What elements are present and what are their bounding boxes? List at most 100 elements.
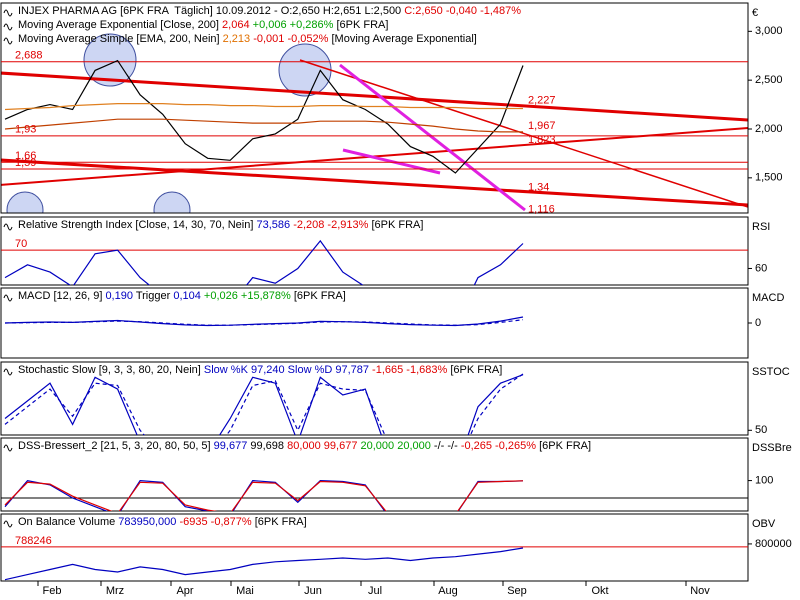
legend-segment: [6PK FRA] [447, 364, 502, 376]
x-tick-label: Apr [176, 585, 193, 597]
legend-segment: Relative Strength Index [Close, 14, 30, … [18, 219, 256, 231]
legend-line: DSS-Bressert_2 [21, 5, 3, 20, 80, 50, 5]… [18, 440, 591, 452]
marker-circle [153, 191, 191, 213]
legend-segment: Slow %D 97,787 [285, 364, 372, 376]
plot-area: On Balance Volume 783950,000 -6935 -0,87… [1, 516, 748, 581]
marker-circle [83, 33, 137, 87]
legend-segment: 2,213 [223, 33, 254, 45]
legend-segment: Moving Average Simple [EMA, 200, Nein] [18, 33, 223, 45]
legend-segment: -2,208 -2,913% [293, 219, 368, 231]
plot-area: Stochastic Slow [9, 3, 3, 80, 20, Nein] … [4, 364, 524, 435]
legend-segment: [6PK FRA] [368, 219, 423, 231]
marker-circle [278, 43, 332, 97]
legend-line: Stochastic Slow [9, 3, 3, 80, 20, Nein] … [18, 364, 502, 376]
panel-frame [0, 513, 749, 582]
series-line [4, 547, 524, 581]
legend-segment: Stochastic Slow [9, 3, 3, 80, 20, Nein] [18, 364, 204, 376]
legend-icon [3, 444, 13, 452]
legend-line: Relative Strength Index [Close, 14, 30, … [18, 219, 423, 231]
level-label: 70 [15, 238, 27, 250]
x-tick-label: Mrz [106, 585, 124, 597]
marker-circle [6, 191, 44, 213]
legend-segment: -/- -/- [431, 440, 461, 452]
legend-segment: 73,586 [256, 219, 293, 231]
level-label: 1,59 [15, 157, 36, 169]
legend-segment: 80,000 [287, 440, 321, 452]
series-line [4, 103, 523, 111]
legend-segment: [6PK FRA] [291, 290, 346, 302]
plot-area: INJEX PHARMA AG [6PK FRA Täglich] 10.09.… [1, 5, 748, 174]
y-tick-label: 3,000 [755, 25, 783, 37]
y-tick-label: 50 [755, 424, 767, 436]
legend-segment: MACD [12, 26, 9] [18, 290, 105, 302]
x-tick-label: Jun [304, 585, 322, 597]
level-label: 1,66 [15, 150, 36, 162]
x-tick-label: Sep [507, 585, 527, 597]
panel-label: SSTOC [752, 366, 790, 378]
annotation: 1,116 [528, 203, 555, 215]
panel-label: € [752, 7, 758, 19]
plot-area: Relative Strength Index [Close, 14, 30, … [1, 219, 748, 285]
annotation: 1,823 [528, 134, 556, 146]
legend-icon [3, 223, 13, 231]
panel-frame [0, 361, 749, 436]
legend-segment: Trigger [136, 290, 174, 302]
annotation: 1,967 [528, 120, 556, 132]
level-label: 2,688 [15, 50, 43, 62]
y-tick-label: 0 [755, 317, 761, 329]
legend-segment: Moving Average Exponential [Close, 200] [18, 19, 222, 31]
panel-frame [0, 437, 749, 512]
legend-segment: [6PK FRA] [333, 19, 388, 31]
x-tick-label: Nov [690, 585, 710, 597]
legend-line: Moving Average Exponential [Close, 200] … [18, 19, 388, 31]
legend-segment: -1,665 -1,683% [372, 364, 447, 376]
legend-segment: 0,190 [105, 290, 135, 302]
y-tick-label: 60 [755, 262, 767, 274]
y-tick-label: 2,500 [755, 74, 783, 86]
legend-segment: +0,026 +15,878% [204, 290, 291, 302]
series-line [4, 374, 524, 435]
trend-line [1, 71, 748, 122]
y-tick-label: 2,000 [755, 123, 783, 135]
legend-line: MACD [12, 26, 9] 0,190 Trigger 0,104 +0,… [18, 290, 346, 302]
panel-label: MACD [752, 292, 784, 304]
series-line [4, 59, 524, 174]
panel-frame [0, 216, 749, 286]
series-line [4, 480, 524, 511]
trend-line [1, 158, 748, 207]
legend-segment: 99,677 [321, 440, 361, 452]
series-line [4, 118, 523, 133]
panel-label: RSI [752, 221, 770, 233]
trend-line [339, 63, 526, 212]
legend-segment: -0,265 -0,265% [461, 440, 536, 452]
legend-icon [3, 368, 13, 376]
legend-segment: C:2,650 -0,040 -1,487% [404, 5, 521, 17]
legend-segment: INJEX PHARMA AG [6PK FRA Täglich] 10.09.… [18, 5, 404, 17]
panel-label: DSSBre [752, 442, 792, 454]
y-tick-label: 800000 [755, 538, 792, 550]
annotation: 1,34 [528, 181, 549, 193]
series-line [4, 319, 524, 326]
x-tick-label: Aug [438, 585, 458, 597]
legend-line: On Balance Volume 783950,000 -6935 -0,87… [18, 516, 307, 528]
trend-line [299, 59, 748, 208]
legend-icon [3, 23, 13, 31]
legend-icon [3, 520, 13, 528]
legend-line: INJEX PHARMA AG [6PK FRA Täglich] 10.09.… [18, 5, 521, 17]
x-tick-label: Mai [236, 585, 254, 597]
legend-icon [3, 37, 13, 45]
series-line [4, 373, 524, 435]
legend-segment: DSS-Bressert_2 [21, 5, 3, 20, 80, 50, 5] [18, 440, 214, 452]
legend-segment: 20,000 20,000 [361, 440, 431, 452]
legend-segment: +0,006 +0,286% [253, 19, 334, 31]
legend-segment: -0,001 -0,052% [253, 33, 328, 45]
annotation: 2,227 [528, 95, 556, 107]
legend-segment: 2,064 [222, 19, 253, 31]
legend-segment: 99,698 [247, 440, 287, 452]
legend-segment: 99,677 [214, 440, 248, 452]
series-line [4, 479, 524, 511]
legend-segment: [Moving Average Exponential] [328, 33, 476, 45]
legend-icon [3, 294, 13, 302]
